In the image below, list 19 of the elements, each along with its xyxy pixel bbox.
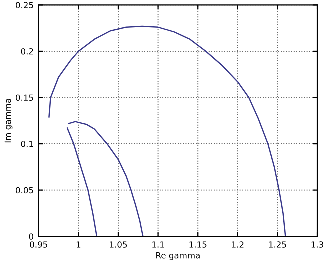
y-tick-label: 0.25: [16, 2, 34, 8]
y-tick-label: 0: [29, 234, 34, 240]
x-tick-label: 1.25: [269, 242, 286, 248]
x-tick-label: 1: [76, 242, 81, 248]
y-tick-label: 0.2: [21, 48, 34, 55]
line-series: [68, 121, 144, 237]
x-tick-label: 1.1: [152, 242, 164, 248]
x-axis-title: Re gamma: [156, 252, 200, 260]
x-tick-label: 0.95: [30, 242, 48, 248]
y-tick-label: 0.15: [16, 94, 34, 102]
y-tick-label: 0.05: [16, 187, 34, 194]
x-tick-label: 1.3: [312, 242, 324, 248]
line-series: [66, 128, 98, 237]
x-tick-label: 1.2: [232, 242, 244, 248]
x-tick-label: 1.05: [110, 242, 128, 248]
y-tick-label: 0.1: [21, 141, 34, 148]
line-series: [48, 26, 286, 237]
y-axis-title: Im gamma: [4, 99, 13, 143]
x-tick-label: 1.15: [190, 242, 207, 248]
